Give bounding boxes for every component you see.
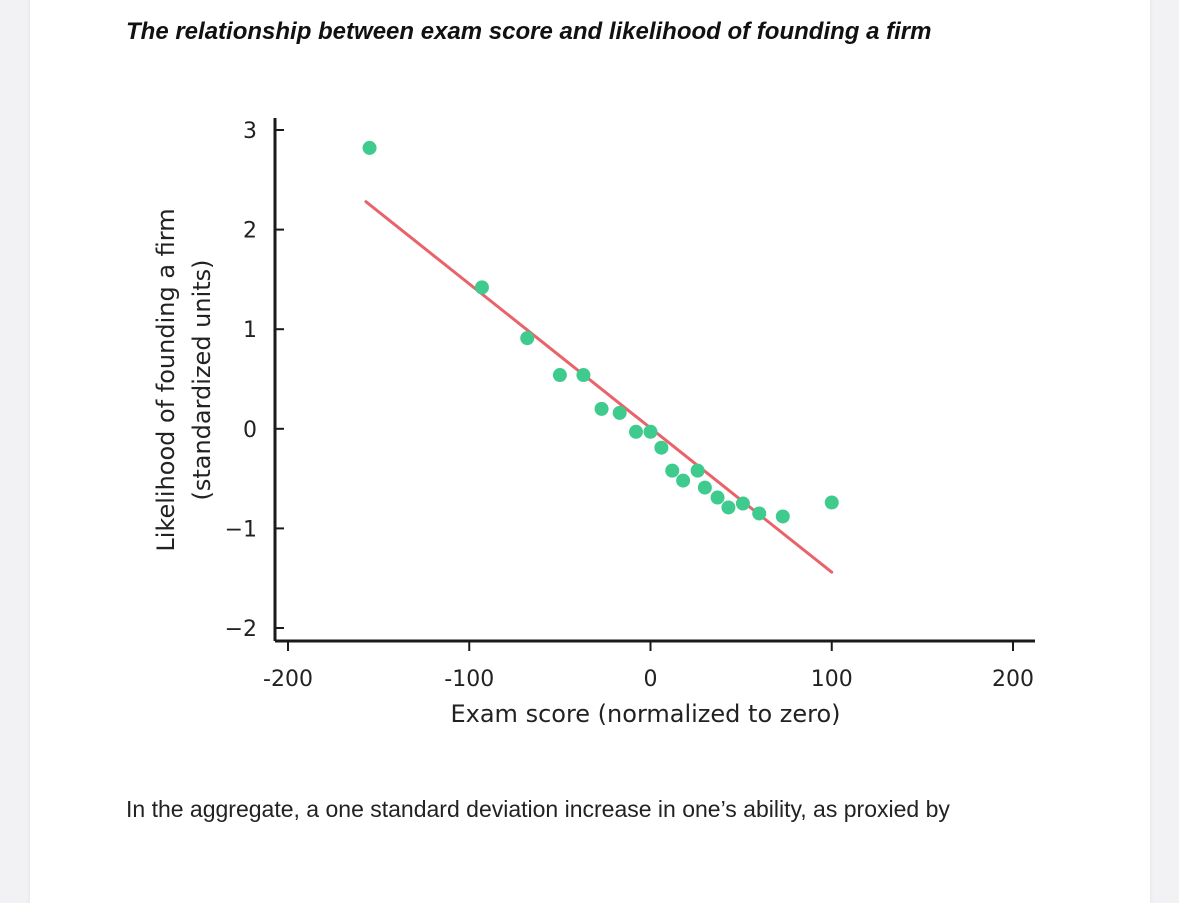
article-body-text: In the aggregate, a one standard deviati… — [126, 796, 950, 822]
data-point — [576, 368, 591, 383]
data-point — [710, 490, 725, 505]
data-point — [643, 424, 658, 439]
data-point — [654, 440, 669, 455]
data-point — [697, 480, 712, 495]
data-points — [362, 140, 839, 524]
x-tick-label: -200 — [263, 667, 313, 692]
article-title: The relationship between exam score and … — [126, 18, 932, 45]
y-tick-label: 0 — [243, 418, 257, 443]
x-tick-label: 100 — [811, 667, 853, 692]
data-point — [612, 405, 627, 420]
y-tick-label: −2 — [225, 617, 257, 642]
data-point — [552, 368, 567, 383]
y-tick-label: 2 — [243, 219, 257, 244]
data-point — [824, 495, 839, 510]
data-point — [721, 500, 736, 515]
y-axis-label-line-1: Likelihood of founding a firm — [152, 208, 180, 551]
chart-axes: 3 2 1 0 −1 −2-200 -100 0 100 200 — [225, 118, 1035, 692]
data-point — [474, 280, 489, 295]
x-tick-label: 0 — [644, 667, 658, 692]
y-tick-label: 1 — [243, 318, 257, 343]
x-tick-label: -100 — [444, 667, 494, 692]
x-axis-label: Exam score (normalized to zero) — [450, 700, 840, 728]
data-point — [520, 331, 535, 346]
data-point — [362, 140, 377, 155]
y-tick-label: 3 — [243, 119, 257, 144]
y-tick-label: −1 — [225, 517, 257, 542]
data-point — [775, 509, 790, 524]
data-point — [690, 463, 705, 478]
data-point — [629, 424, 643, 439]
data-point — [594, 401, 609, 416]
y-axis-label-line-2: (standardized units) — [188, 259, 216, 500]
data-point — [676, 473, 691, 488]
axis-labels: Exam score (normalized to zero) Likelihoo… — [152, 208, 841, 728]
x-tick-label: 200 — [992, 667, 1034, 692]
data-point — [735, 496, 750, 511]
data-point — [665, 463, 680, 478]
article-page: The relationship between exam score and … — [30, 0, 1150, 903]
data-point — [752, 506, 767, 521]
